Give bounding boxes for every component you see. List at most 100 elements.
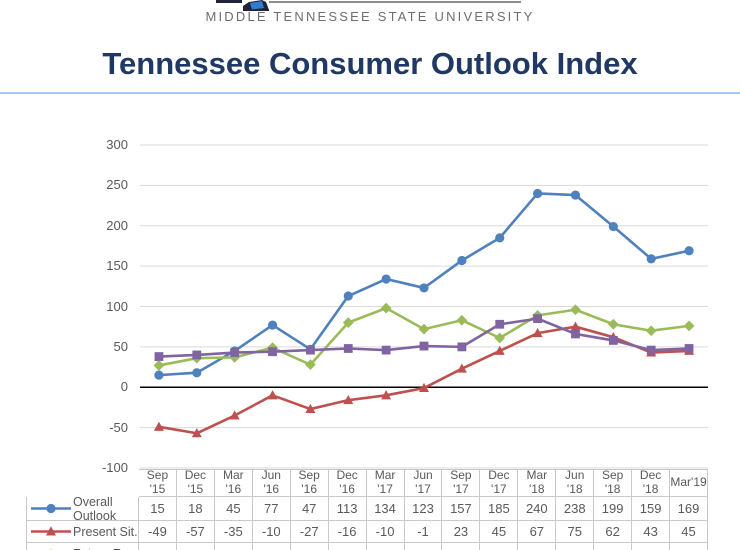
table-cell: 45 <box>670 521 708 543</box>
y-axis-tick-label: -50 <box>109 419 128 435</box>
table-cell: 15 <box>139 497 177 521</box>
table-cell: 159 <box>632 497 671 521</box>
table-corner-blank <box>26 469 139 497</box>
data-point-present-sit <box>570 321 581 331</box>
table-column-header: Sep '18 <box>594 469 633 497</box>
data-point-present-sit <box>381 390 392 400</box>
data-point-present-sit <box>456 363 467 373</box>
data-point-present-sit <box>153 421 164 431</box>
y-axis-tick-label: 50 <box>113 338 128 354</box>
mtsu-emblem-icon <box>243 0 269 11</box>
page-title: Tennessee Consumer Outlook Index <box>102 46 638 81</box>
table-column-header: Dec '17 <box>480 469 519 497</box>
table-cell: 37 <box>214 543 253 550</box>
data-point-unlabeled-purple <box>495 319 505 329</box>
table-column-header: Jun '18 <box>556 469 595 497</box>
table-column-header: Mar'19 <box>670 469 708 497</box>
table-column-header: Jun '17 <box>404 469 443 497</box>
data-point-unlabeled-purple <box>306 345 315 355</box>
legend-marker-shape <box>46 503 56 514</box>
series-unlabeled-purple <box>154 314 694 361</box>
data-point-present-sit <box>343 394 354 405</box>
table-cell: 83 <box>442 543 481 550</box>
legend-marker-circle-icon <box>31 503 71 514</box>
data-point-overall-outlook <box>343 291 353 301</box>
y-axis-tick-label: 100 <box>106 298 128 314</box>
table-column-header: Mar '18 <box>518 469 557 497</box>
table-cell: 23 <box>442 521 481 543</box>
legend-item-future-exp: Future Exp. <box>26 543 139 550</box>
data-point-future-exp <box>305 359 316 371</box>
data-point-overall-outlook <box>419 283 429 293</box>
data-point-unlabeled-purple <box>533 314 542 324</box>
data-point-overall-outlook <box>381 274 391 284</box>
table-cell: 36 <box>176 543 215 550</box>
data-point-present-sit <box>229 410 240 420</box>
data-point-present-sit <box>305 403 316 414</box>
table-column-header: Sep '16 <box>290 469 329 497</box>
mtsu-logo: MIDDLE TENNESSEE STATE UNIVERSITY <box>0 0 740 32</box>
table-cell: -1 <box>404 521 443 543</box>
data-point-unlabeled-purple <box>192 350 202 360</box>
table-cell: 123 <box>404 497 443 521</box>
legend-label: Overall Outlook <box>73 497 117 521</box>
data-point-present-sit <box>532 327 543 338</box>
title-divider <box>0 92 740 94</box>
table-cell: 240 <box>518 497 557 521</box>
table-column-header: Mar '16 <box>214 469 253 497</box>
table-column-header: Sep '15 <box>139 469 177 497</box>
table-cell: 77 <box>252 497 291 521</box>
table-cell: 80 <box>328 543 367 550</box>
table-cell: 238 <box>556 497 595 521</box>
data-point-overall-outlook <box>154 370 164 380</box>
data-point-future-exp <box>342 317 354 329</box>
data-point-future-exp <box>645 325 657 337</box>
data-point-overall-outlook <box>533 188 543 199</box>
data-point-present-sit <box>191 428 202 438</box>
data-point-unlabeled-purple <box>154 352 164 361</box>
data-point-overall-outlook <box>457 255 467 266</box>
data-point-unlabeled-purple <box>230 348 240 357</box>
table-cell: -35 <box>214 521 253 543</box>
data-point-overall-outlook <box>570 190 581 200</box>
table-cell: 98 <box>366 543 405 550</box>
data-point-future-exp <box>456 314 468 326</box>
table-cell: 96 <box>556 543 595 550</box>
table-cell: 157 <box>442 497 481 521</box>
table-cell: -49 <box>139 521 177 543</box>
table-column-header: Jun '16 <box>252 469 291 497</box>
data-point-overall-outlook <box>495 233 505 243</box>
data-point-overall-outlook <box>684 246 694 256</box>
legend-item-overall-outlook: Overall Outlook <box>26 497 139 521</box>
data-point-unlabeled-purple <box>608 336 618 345</box>
table-cell: 72 <box>404 543 443 550</box>
y-axis-tick-label: 200 <box>106 217 128 233</box>
table-cell: -57 <box>176 521 215 543</box>
data-point-overall-outlook <box>192 368 202 378</box>
university-name: MIDDLE TENNESSEE STATE UNIVERSITY <box>205 9 535 24</box>
data-point-future-exp <box>683 320 695 332</box>
table-cell: 70 <box>632 543 671 550</box>
data-point-present-sit <box>494 345 505 355</box>
table-cell: -16 <box>328 521 367 543</box>
table-cell: 49 <box>252 543 291 550</box>
table-column-header: Dec '18 <box>632 469 671 497</box>
table-cell: 62 <box>594 521 633 543</box>
table-cell: 45 <box>214 497 253 521</box>
data-point-future-exp <box>418 323 430 335</box>
data-point-future-exp <box>607 318 619 330</box>
data-point-overall-outlook <box>608 221 618 232</box>
data-point-unlabeled-purple <box>646 345 656 355</box>
table-column-header: Dec '15 <box>176 469 215 497</box>
table-cell: 78 <box>594 543 633 550</box>
y-axis-tick-label: 150 <box>106 258 128 274</box>
table-cell: 89 <box>518 543 557 550</box>
table-cell: 47 <box>290 497 329 521</box>
data-point-present-sit <box>419 382 429 393</box>
legend-label: Present Sit. <box>73 524 138 539</box>
table-cell: 45 <box>480 521 519 543</box>
table-cell: -27 <box>290 521 329 543</box>
data-point-unlabeled-purple <box>419 341 429 351</box>
y-axis-tick-label: 0 <box>120 379 128 395</box>
